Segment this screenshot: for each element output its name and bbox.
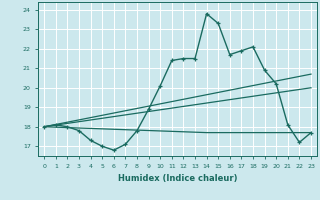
X-axis label: Humidex (Indice chaleur): Humidex (Indice chaleur) [118,174,237,183]
